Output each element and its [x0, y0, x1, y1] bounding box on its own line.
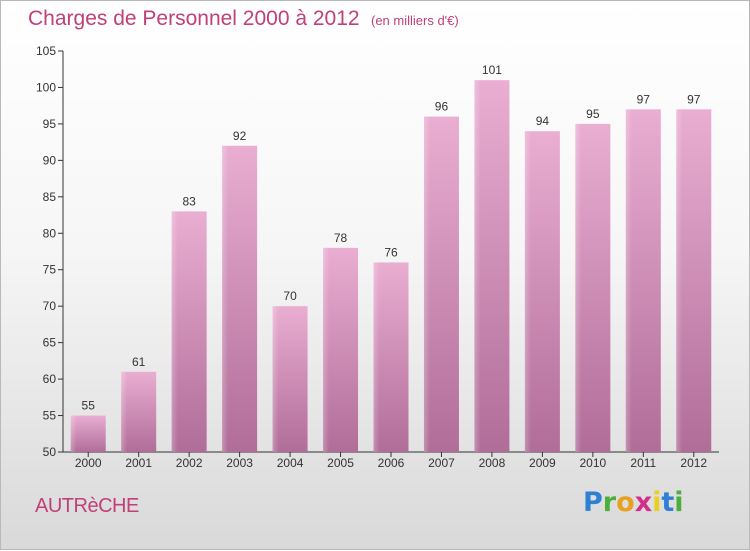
commune-name: AUTRèCHE — [35, 495, 139, 517]
bar-highlight — [323, 247, 330, 452]
y-tick-label: 100 — [36, 80, 56, 94]
x-tick-label: 2009 — [529, 456, 556, 470]
bar-highlight — [575, 123, 582, 452]
logo-letter: i — [674, 487, 684, 518]
bar-highlight — [70, 415, 77, 452]
bar-highlight — [676, 109, 683, 452]
bar-highlight — [222, 145, 229, 453]
x-tick-label: 2000 — [75, 456, 102, 470]
y-tick-label: 80 — [43, 226, 57, 240]
y-tick-label: 60 — [43, 372, 57, 386]
bar-highlight — [474, 80, 481, 452]
y-tick-label: 75 — [43, 263, 57, 277]
bar-highlight — [121, 371, 128, 452]
x-tick-label: 2010 — [579, 456, 606, 470]
data-label-2002: 83 — [182, 194, 196, 208]
chart-title: Charges de Personnel 2000 à 2012 — [28, 7, 360, 30]
x-tick-label: 2001 — [125, 456, 152, 470]
bar-highlight — [524, 131, 531, 452]
data-label-2011: 97 — [637, 92, 651, 106]
bar-highlight — [625, 109, 632, 452]
x-tick-label: 2012 — [680, 456, 707, 470]
y-tick-label: 95 — [43, 117, 57, 131]
bars — [70, 80, 712, 453]
bar-highlight — [423, 116, 430, 453]
data-label-2006: 76 — [384, 245, 398, 259]
data-labels: 55 61 83 92 70 78 76 96 101 94 95 97 97 — [82, 63, 701, 412]
logo-letter: t — [661, 487, 675, 518]
y-tick-label: 70 — [43, 299, 57, 313]
x-tick-label: 2011 — [630, 456, 656, 470]
bar-highlight — [373, 262, 380, 452]
data-label-2005: 78 — [334, 231, 348, 245]
x-tick-label: 2007 — [428, 456, 455, 470]
data-label-2004: 70 — [283, 289, 297, 303]
chart-subtitle: (en milliers d'€) — [371, 13, 459, 28]
y-tick-label: 90 — [43, 153, 57, 167]
x-tick-label: 2003 — [226, 456, 253, 470]
bar-highlight — [272, 306, 279, 452]
x-tick-label: 2008 — [479, 456, 506, 470]
data-label-2012: 97 — [687, 92, 701, 106]
data-label-2003: 92 — [233, 129, 247, 143]
data-label-2007: 96 — [435, 100, 449, 114]
logo-letter: i — [652, 487, 662, 518]
y-tick-label: 105 — [36, 44, 56, 58]
logo-letter: P — [583, 487, 603, 518]
data-label-2008: 101 — [482, 63, 502, 77]
proxiti-logo: Proxiti — [583, 487, 684, 518]
bar-highlight — [171, 211, 178, 452]
data-label-2000: 55 — [82, 399, 96, 413]
y-tick-label: 50 — [43, 445, 57, 459]
logo-letter: o — [616, 487, 635, 518]
x-tick-label: 2006 — [378, 456, 405, 470]
logo-letter: r — [602, 487, 617, 518]
y-tick-label: 85 — [43, 190, 57, 204]
y-tick-label: 65 — [43, 336, 57, 350]
x-tick-label: 2002 — [176, 456, 203, 470]
x-tick-label: 2005 — [327, 456, 354, 470]
y-tick-label: 55 — [43, 409, 57, 423]
data-label-2001: 61 — [132, 355, 146, 369]
x-tick-label: 2004 — [277, 456, 304, 470]
data-label-2010: 95 — [586, 107, 600, 121]
data-label-2009: 94 — [536, 114, 550, 128]
logo-letter: x — [634, 487, 653, 518]
